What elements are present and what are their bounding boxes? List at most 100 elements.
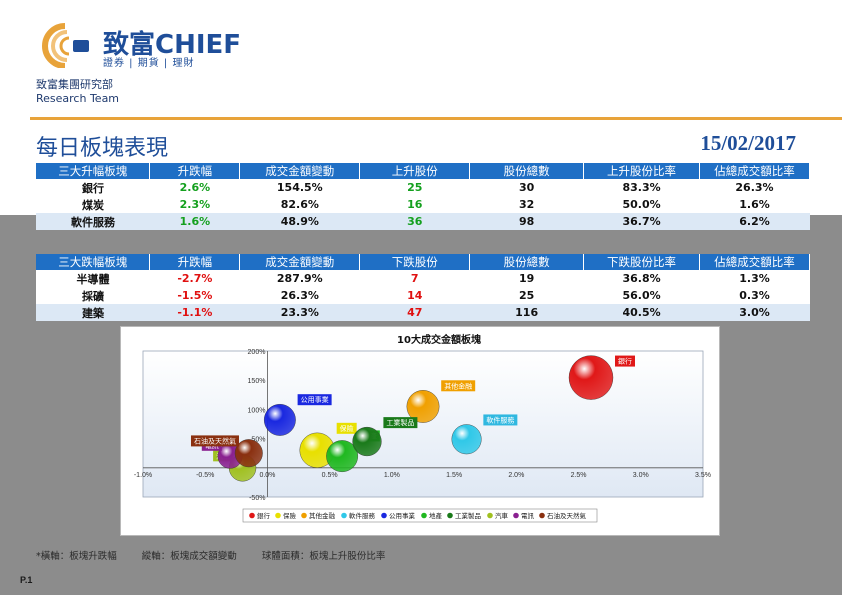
- x-tick-label: 2.5%: [571, 472, 587, 479]
- brand-logo: 致富CHIEF 證券 | 期貨 | 理財: [33, 22, 243, 70]
- turnover-share: 0.3%: [699, 287, 810, 304]
- column-header: 股份總數: [469, 254, 585, 270]
- legend-box: [242, 508, 598, 523]
- sector-name: 煤炭: [36, 196, 150, 213]
- bubble-label-2: 其他金融: [441, 380, 476, 392]
- legend-item: 軟件服務: [349, 511, 376, 520]
- bubble-label-text: 工業製品: [386, 418, 414, 427]
- turnover-change: 82.6%: [239, 196, 360, 213]
- turnover-change: 154.5%: [239, 179, 360, 196]
- legend-item: 汽車: [495, 511, 509, 520]
- legend-item: 其他金融: [309, 511, 336, 520]
- legend-item: 工業製品: [455, 511, 481, 520]
- column-header: 下跌股份比率: [583, 254, 700, 270]
- falling-ratio: 36.8%: [583, 270, 700, 287]
- total-count: 30: [469, 179, 584, 196]
- bubble-label-bg: [615, 355, 635, 367]
- falling-ratio: 56.0%: [583, 287, 700, 304]
- legend-item: 地產: [429, 511, 443, 520]
- column-header: 下跌股份: [359, 254, 471, 270]
- bubble-label-1: 保險: [336, 422, 357, 434]
- y-tick-label: 150%: [248, 378, 266, 385]
- x-tick-label: -1.0%: [134, 472, 152, 479]
- bubble-label-4: 公用事業: [297, 394, 332, 406]
- header-divider: [30, 117, 842, 120]
- falling-count: 7: [359, 270, 470, 287]
- table-row: 採礦 -1.5% 26.3% 14 25 56.0% 0.3%: [36, 287, 810, 304]
- rising-ratio: 83.3%: [583, 179, 700, 196]
- legend-marker: [513, 512, 519, 519]
- bubble-2: [406, 390, 440, 423]
- chart-legend: 銀行 保險 其他金融 軟件服務 公用事業 地產 工業製品 汽車 電訊 石油及天然氣: [242, 508, 598, 523]
- table-row: 煤炭 2.3% 82.6% 16 32 50.0% 1.6%: [36, 196, 810, 213]
- bubble-label-text: 軟件服務: [486, 415, 514, 424]
- change-pct: -1.5%: [149, 287, 240, 304]
- bubble-label-text: 保險: [340, 424, 354, 433]
- bubble-chart-panel: 10大成交金額板塊 -1.0% -0.5% 0.0% 0.5% 1.0% 1.5% 2.0%…: [120, 326, 720, 536]
- x-tick-label: 2.0%: [508, 472, 524, 479]
- table-header-row: 三大升幅板塊 升跌幅 成交金額變動 上升股份 股份總數 上升股份比率 佔總成交額…: [36, 163, 810, 179]
- legend-item: 銀行: [257, 511, 271, 520]
- x-tick-label: -0.5%: [196, 472, 214, 479]
- chart-footnote: *橫軸：板塊升跌幅 縱軸：板塊成交額變動 球體面積：板塊上升股份比率: [36, 548, 407, 562]
- sector-name: 半導體: [36, 270, 150, 287]
- column-header: 三大跌幅板塊: [36, 254, 151, 270]
- plot-area: [142, 350, 704, 498]
- bubble-label-3: 軟件服務: [483, 414, 518, 426]
- x-tick-label: 0.5%: [322, 472, 338, 479]
- bubble-label-0: 銀行: [615, 355, 635, 367]
- legend-marker: [301, 512, 307, 519]
- total-count: 25: [469, 287, 584, 304]
- top-losers-table: 三大跌幅板塊 升跌幅 成交金額變動 下跌股份 股份總數 下跌股份比率 佔總成交額…: [36, 254, 810, 321]
- legend-item: 保險: [283, 511, 297, 520]
- bubble-chart: 10大成交金額板塊 -1.0% -0.5% 0.0% 0.5% 1.0% 1.5% 2.0%…: [134, 333, 711, 523]
- bubble-label-9: 石油及天然氣: [190, 435, 239, 447]
- chart-title: 10大成交金額板塊: [397, 333, 481, 346]
- turnover-share: 6.2%: [699, 213, 810, 230]
- change-pct: 2.6%: [149, 179, 240, 196]
- turnover-share: 1.6%: [699, 196, 810, 213]
- table-row: 建築 -1.1% 23.3% 47 116 40.5% 3.0%: [36, 304, 810, 321]
- y-tick-label: 200%: [248, 349, 266, 356]
- logo-emblem-icon: [42, 23, 89, 68]
- bubble-label-bg: [483, 414, 518, 426]
- total-count: 19: [469, 270, 584, 287]
- column-header: 上升股份比率: [583, 163, 700, 179]
- bubble-label-6: 工業製品: [383, 417, 418, 429]
- change-pct: -2.7%: [149, 270, 240, 287]
- column-header: 成交金額變動: [239, 254, 361, 270]
- bubble-0: [568, 355, 614, 400]
- column-header: 成交金額變動: [239, 163, 361, 179]
- department-cn: 致富集團研究部: [36, 78, 113, 91]
- report-date: 15/02/2017: [700, 131, 796, 155]
- bubble-4: [263, 403, 296, 436]
- table-row: 半導體 -2.7% 287.9% 7 19 36.8% 1.3%: [36, 270, 810, 287]
- bubble-size-note: 球體面積：板塊上升股份比率: [261, 551, 386, 562]
- brand-name: 致富CHIEF: [103, 30, 242, 60]
- bubble-label-bg: [383, 417, 418, 429]
- brand-tagline: 證券 | 期貨 | 理財: [103, 58, 195, 69]
- bubble-6: [352, 426, 382, 457]
- table-row: 軟件服務 1.6% 48.9% 36 98 36.7% 6.2%: [36, 213, 810, 230]
- turnover-change: 48.9%: [239, 213, 360, 230]
- bubble-label-text: 公用事業: [301, 395, 329, 404]
- turnover-change: 287.9%: [239, 270, 360, 287]
- legend-item: 電訊: [521, 511, 535, 520]
- change-pct: -1.1%: [149, 304, 240, 321]
- bubble-label-bg: [297, 394, 332, 406]
- legend-item: 石油及天然氣: [547, 511, 587, 520]
- legend-marker: [447, 512, 453, 519]
- column-header: 三大升幅板塊: [36, 163, 151, 179]
- bubble-label-bg: [441, 380, 476, 392]
- turnover-share: 26.3%: [699, 179, 810, 196]
- x-tick-label: 3.5%: [695, 472, 711, 479]
- rising-ratio: 36.7%: [583, 213, 700, 230]
- column-header: 上升股份: [359, 163, 471, 179]
- column-header: 升跌幅: [149, 163, 241, 179]
- x-axis-note: *橫軸：板塊升跌幅: [36, 551, 117, 562]
- falling-count: 14: [359, 287, 470, 304]
- top-gainers-table: 三大升幅板塊 升跌幅 成交金額變動 上升股份 股份總數 上升股份比率 佔總成交額…: [36, 163, 810, 230]
- sector-name: 建築: [36, 304, 150, 321]
- table-header-row: 三大跌幅板塊 升跌幅 成交金額變動 下跌股份 股份總數 下跌股份比率 佔總成交額…: [36, 254, 810, 270]
- turnover-change: 26.3%: [239, 287, 360, 304]
